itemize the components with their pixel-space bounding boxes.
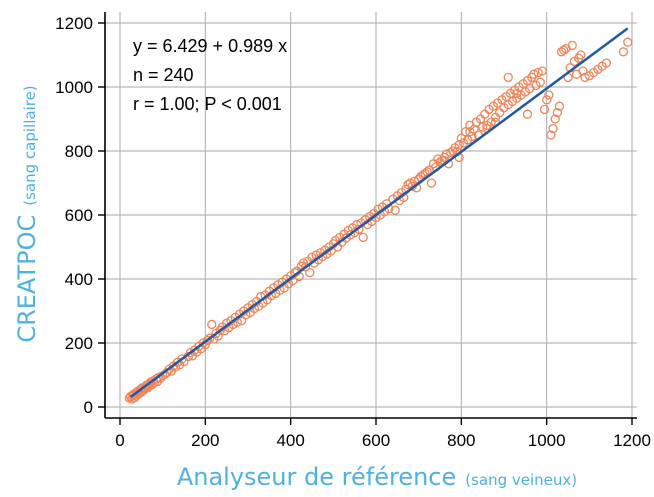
data-point (567, 40, 577, 51)
data-point (358, 232, 368, 243)
x-tick-label: 0 (115, 431, 124, 450)
data-point (578, 66, 588, 76)
data-point (546, 130, 556, 140)
y-tick-label: 800 (65, 142, 93, 161)
x-axis-title: Analyseur de référence (sang veineux) (177, 463, 577, 491)
data-point (554, 101, 565, 111)
x-tick-label: 400 (276, 431, 304, 450)
y-axis-title: CREATPOC (sang capillaire) (13, 85, 41, 342)
statistics-annotation: y = 6.429 + 0.989 x n = 240 r = 1.00; P … (133, 36, 287, 114)
data-point (623, 37, 633, 47)
data-point (559, 45, 569, 55)
y-tick-label: 0 (84, 398, 93, 417)
data-points (124, 37, 633, 404)
regression-line-group (129, 27, 629, 399)
data-point (618, 47, 629, 57)
x-tick-label: 1200 (613, 431, 651, 450)
data-point (202, 335, 213, 346)
data-point (305, 267, 315, 278)
data-point (495, 107, 505, 118)
data-point (426, 178, 437, 188)
data-point (512, 88, 522, 99)
x-tick-label: 600 (362, 431, 390, 450)
data-point (537, 66, 548, 76)
data-point (522, 109, 533, 119)
y-axis-title-main: CREATPOC (13, 215, 41, 343)
x-axis-title-main: Analyseur de référence (177, 463, 456, 491)
y-tick-label: 200 (65, 334, 93, 353)
data-point (207, 319, 217, 330)
data-point (601, 58, 612, 68)
y-tick-label: 600 (65, 206, 93, 225)
data-point (548, 123, 558, 134)
regression-line (129, 27, 629, 399)
axes (98, 12, 637, 425)
data-point (533, 67, 543, 78)
correlation-pvalue: r = 1.00; P < 0.001 (133, 94, 282, 114)
x-tick-label: 1000 (528, 431, 566, 450)
data-point (454, 139, 464, 150)
y-tick-label: 400 (65, 270, 93, 289)
data-point (539, 104, 550, 115)
x-tick-label: 200 (191, 431, 219, 450)
data-point (390, 205, 400, 215)
data-point (542, 95, 552, 105)
x-axis-title-sub: (sang veineux) (465, 471, 577, 489)
data-point (456, 133, 466, 143)
data-point (204, 333, 215, 343)
y-tick-label: 1000 (55, 78, 93, 97)
data-point (580, 72, 590, 83)
data-point (177, 354, 187, 364)
data-point (544, 90, 554, 100)
x-tick-label: 800 (447, 431, 475, 450)
sample-size: n = 240 (133, 65, 194, 85)
data-point (576, 50, 586, 60)
data-point (550, 114, 560, 124)
data-point (529, 69, 539, 79)
data-point (535, 77, 545, 87)
data-point (503, 72, 513, 83)
data-point (478, 122, 488, 132)
regression-equation: y = 6.429 + 0.989 x (133, 36, 287, 56)
tick-labels: 0 200 400 600 800 1000 1200 0 200 400 600 800 1000 12… (55, 14, 651, 450)
y-tick-label: 1200 (55, 14, 93, 33)
data-point (480, 109, 490, 119)
data-point (552, 107, 562, 118)
data-point (465, 127, 475, 137)
y-axis-title-sub: (sang capillaire) (21, 85, 39, 205)
